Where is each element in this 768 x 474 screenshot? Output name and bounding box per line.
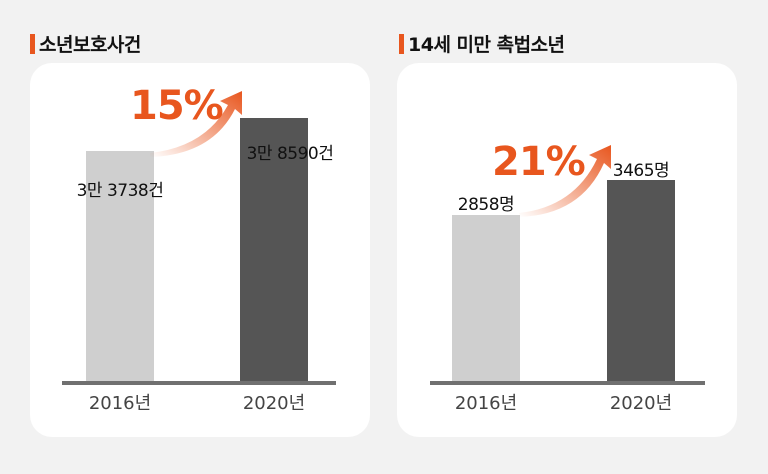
growth-percent: 21%: [492, 139, 586, 185]
x-tick-label: 2020년: [242, 393, 306, 414]
bar-2020: [240, 118, 308, 381]
data-label: 3만 8590건: [246, 144, 334, 164]
growth-arrow-icon: [519, 145, 611, 217]
bar-2020: [607, 180, 675, 381]
chart-panel-under14: 2016년 2020년 2858명 3465명 21%: [397, 63, 737, 437]
x-tick-label: 2016년: [88, 393, 152, 414]
x-tick-label: 2020년: [609, 393, 673, 414]
title-text: 14세 미만 촉법소년: [408, 34, 565, 56]
growth-percent: 15%: [130, 83, 224, 129]
chart-title-under14: 14세 미만 촉법소년: [399, 30, 565, 57]
x-axis-line: [62, 381, 336, 385]
growth-arrow-icon: [150, 91, 242, 157]
bar-2016: [86, 151, 154, 381]
data-label: 3465명: [612, 161, 670, 181]
x-axis-line: [430, 381, 705, 385]
bar-2016: [452, 215, 520, 381]
title-accent-mark: [30, 33, 35, 54]
title-accent-mark: [399, 33, 404, 54]
data-label: 2858명: [457, 195, 515, 215]
title-text: 소년보호사건: [39, 34, 141, 56]
data-label: 3만 3738건: [76, 181, 164, 201]
x-tick-label: 2016년: [454, 393, 518, 414]
chart-panel-juvenile-cases: 2016년 2020년 3만 3738건 3만 8590건 15%: [30, 63, 370, 437]
chart-title-juvenile-cases: 소년보호사건: [30, 30, 141, 57]
